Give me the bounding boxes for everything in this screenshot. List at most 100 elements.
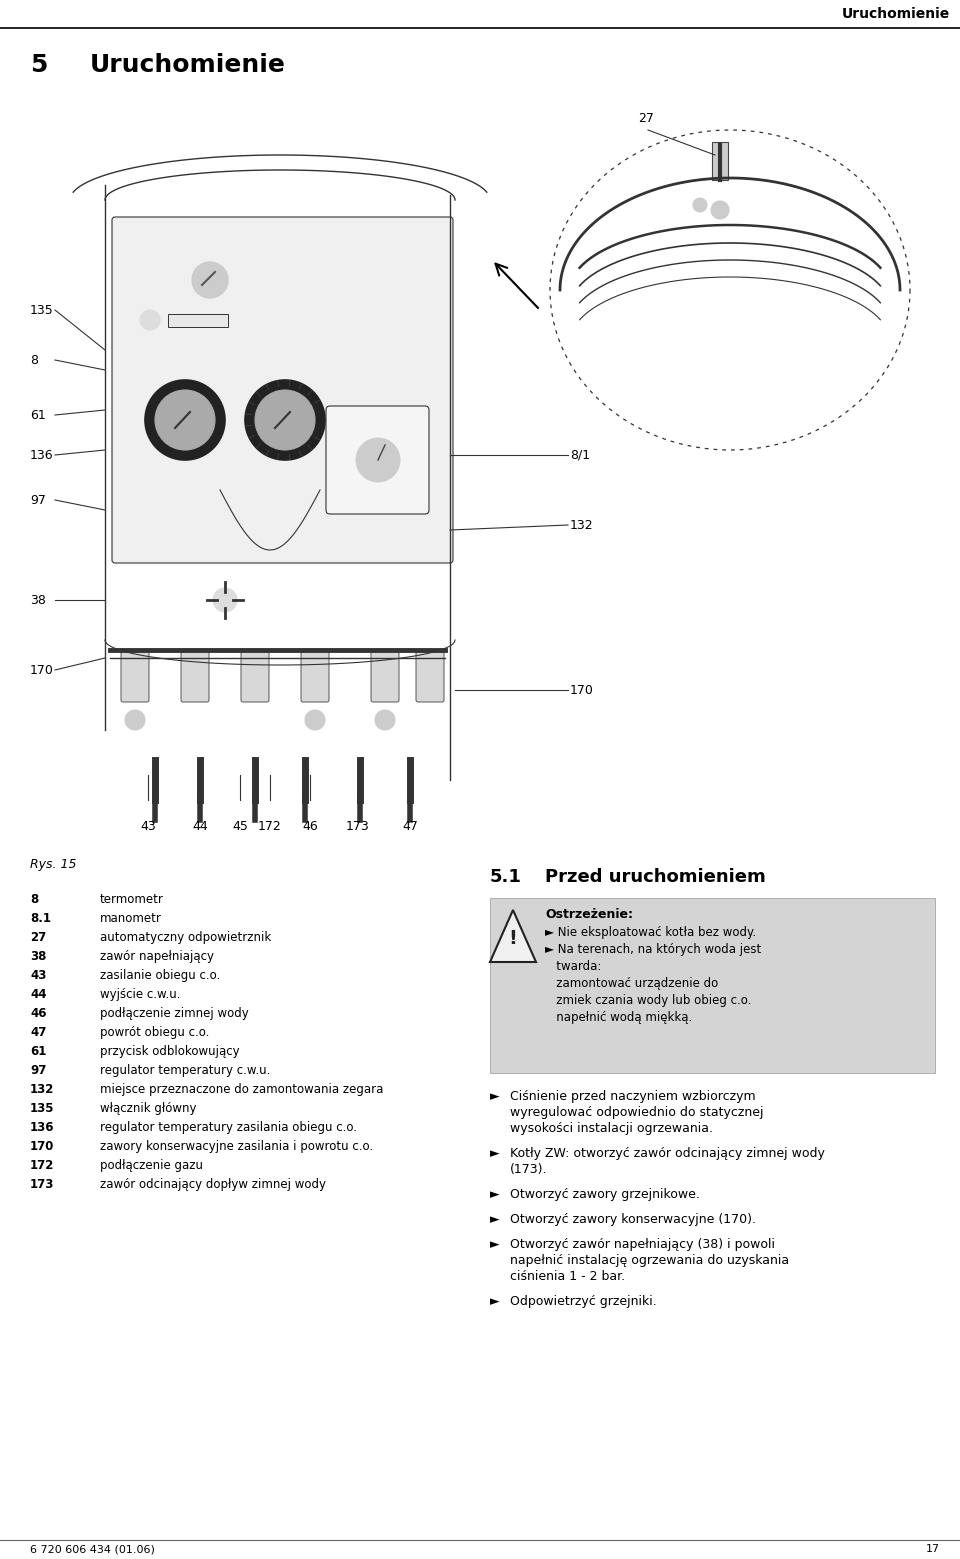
Text: Uruchomienie: Uruchomienie <box>842 6 950 20</box>
FancyBboxPatch shape <box>301 650 329 702</box>
Text: ► Nie eksploatować kotła bez wody.: ► Nie eksploatować kotła bez wody. <box>545 926 756 939</box>
Text: zawór napełniający: zawór napełniający <box>100 949 214 963</box>
Circle shape <box>245 380 325 460</box>
Text: 47: 47 <box>30 1026 46 1038</box>
Text: 135: 135 <box>30 304 54 316</box>
Text: 38: 38 <box>30 594 46 606</box>
Text: Rys. 15: Rys. 15 <box>30 857 77 871</box>
Text: 97: 97 <box>30 1063 46 1077</box>
Circle shape <box>125 709 145 730</box>
Text: automatyczny odpowietrznik: automatyczny odpowietrznik <box>100 931 272 945</box>
Text: napełnić instalację ogrzewania do uzyskania: napełnić instalację ogrzewania do uzyska… <box>510 1253 789 1267</box>
Bar <box>168 313 228 327</box>
Text: ►: ► <box>490 1213 499 1225</box>
Text: zawory konserwacyjne zasilania i powrotu c.o.: zawory konserwacyjne zasilania i powrotu… <box>100 1140 373 1154</box>
Text: zamontować urządzenie do: zamontować urządzenie do <box>545 977 718 990</box>
Text: 170: 170 <box>30 664 54 677</box>
Text: 136: 136 <box>30 1121 55 1133</box>
Text: Ciśnienie przed naczyniem wzbiorczym: Ciśnienie przed naczyniem wzbiorczym <box>510 1090 756 1104</box>
Text: 132: 132 <box>570 519 593 532</box>
Circle shape <box>305 709 325 730</box>
Text: 170: 170 <box>30 1140 55 1154</box>
FancyBboxPatch shape <box>181 650 209 702</box>
Text: 173: 173 <box>347 820 370 833</box>
Text: włącznik główny: włącznik główny <box>100 1102 197 1115</box>
Text: Otworzyć zawór napełniający (38) i powoli: Otworzyć zawór napełniający (38) i powol… <box>510 1238 775 1250</box>
Circle shape <box>213 588 237 613</box>
Polygon shape <box>490 910 536 962</box>
Text: termometr: termometr <box>100 893 164 906</box>
Text: regulator temperatury zasilania obiegu c.o.: regulator temperatury zasilania obiegu c… <box>100 1121 357 1133</box>
Text: wysokości instalacji ogrzewania.: wysokości instalacji ogrzewania. <box>510 1122 713 1135</box>
Text: 136: 136 <box>30 449 54 461</box>
Text: 61: 61 <box>30 1045 46 1059</box>
Circle shape <box>192 262 228 298</box>
Text: ►: ► <box>490 1090 499 1104</box>
FancyBboxPatch shape <box>241 650 269 702</box>
Text: 46: 46 <box>302 820 318 833</box>
Circle shape <box>155 390 215 451</box>
Text: ►: ► <box>490 1147 499 1160</box>
Text: 170: 170 <box>570 683 594 697</box>
Text: 43: 43 <box>30 970 46 982</box>
Circle shape <box>375 709 395 730</box>
Circle shape <box>711 201 729 218</box>
FancyBboxPatch shape <box>121 650 149 702</box>
Text: 47: 47 <box>402 820 418 833</box>
FancyBboxPatch shape <box>112 217 453 563</box>
Text: ►: ► <box>490 1238 499 1250</box>
Text: 27: 27 <box>638 112 654 125</box>
Text: 97: 97 <box>30 494 46 507</box>
Text: 44: 44 <box>192 820 208 833</box>
Text: miejsce przeznaczone do zamontowania zegara: miejsce przeznaczone do zamontowania zeg… <box>100 1084 383 1096</box>
Text: Odpowietrzyć grzejniki.: Odpowietrzyć grzejniki. <box>510 1296 657 1308</box>
Text: zawór odcinający dopływ zimnej wody: zawór odcinający dopływ zimnej wody <box>100 1179 326 1191</box>
Circle shape <box>356 438 400 482</box>
Text: 38: 38 <box>30 949 46 963</box>
Text: podłączenie gazu: podłączenie gazu <box>100 1158 203 1172</box>
Bar <box>490 898 935 1073</box>
Text: 8/1: 8/1 <box>570 449 590 461</box>
Text: zasilanie obiegu c.o.: zasilanie obiegu c.o. <box>100 970 220 982</box>
Text: 8.1: 8.1 <box>30 912 51 924</box>
Circle shape <box>693 198 707 212</box>
Text: 8: 8 <box>30 893 38 906</box>
FancyBboxPatch shape <box>326 405 429 514</box>
Text: 5: 5 <box>30 53 47 76</box>
Text: 132: 132 <box>30 1084 55 1096</box>
FancyBboxPatch shape <box>371 650 399 702</box>
Text: powrót obiegu c.o.: powrót obiegu c.o. <box>100 1026 209 1038</box>
Text: !: ! <box>509 929 517 948</box>
Text: przycisk odblokowujący: przycisk odblokowujący <box>100 1045 240 1059</box>
Circle shape <box>145 380 225 460</box>
Text: Otworzyć zawory konserwacyjne (170).: Otworzyć zawory konserwacyjne (170). <box>510 1213 756 1225</box>
Text: Kotły ZW: otworzyć zawór odcinający zimnej wody: Kotły ZW: otworzyć zawór odcinający zimn… <box>510 1147 825 1160</box>
Text: twarda:: twarda: <box>545 960 601 973</box>
Text: Ostrzeżenie:: Ostrzeżenie: <box>545 907 633 921</box>
Text: regulator temperatury c.w.u.: regulator temperatury c.w.u. <box>100 1063 271 1077</box>
Text: 43: 43 <box>140 820 156 833</box>
Text: 27: 27 <box>30 931 46 945</box>
Circle shape <box>140 310 160 331</box>
Text: Otworzyć zawory grzejnikowe.: Otworzyć zawory grzejnikowe. <box>510 1188 700 1200</box>
Text: 6 720 606 434 (01.06): 6 720 606 434 (01.06) <box>30 1543 155 1554</box>
Text: 61: 61 <box>30 408 46 421</box>
Text: 8: 8 <box>30 354 38 366</box>
Text: 173: 173 <box>30 1179 55 1191</box>
FancyBboxPatch shape <box>416 650 444 702</box>
Text: manometr: manometr <box>100 912 162 924</box>
Text: Przed uruchomieniem: Przed uruchomieniem <box>545 868 766 886</box>
Text: ►: ► <box>490 1296 499 1308</box>
Text: 45: 45 <box>232 820 248 833</box>
Text: 172: 172 <box>258 820 282 833</box>
Text: podłączenie zimnej wody: podłączenie zimnej wody <box>100 1007 249 1020</box>
Bar <box>712 142 728 179</box>
Circle shape <box>255 390 315 451</box>
Text: 5.1: 5.1 <box>490 868 522 886</box>
Text: ►: ► <box>490 1188 499 1200</box>
Text: 172: 172 <box>30 1158 55 1172</box>
Text: ciśnienia 1 - 2 bar.: ciśnienia 1 - 2 bar. <box>510 1271 625 1283</box>
Text: wyjście c.w.u.: wyjście c.w.u. <box>100 988 180 1001</box>
Text: (173).: (173). <box>510 1163 547 1175</box>
Text: wyregulować odpowiednio do statycznej: wyregulować odpowiednio do statycznej <box>510 1105 763 1119</box>
